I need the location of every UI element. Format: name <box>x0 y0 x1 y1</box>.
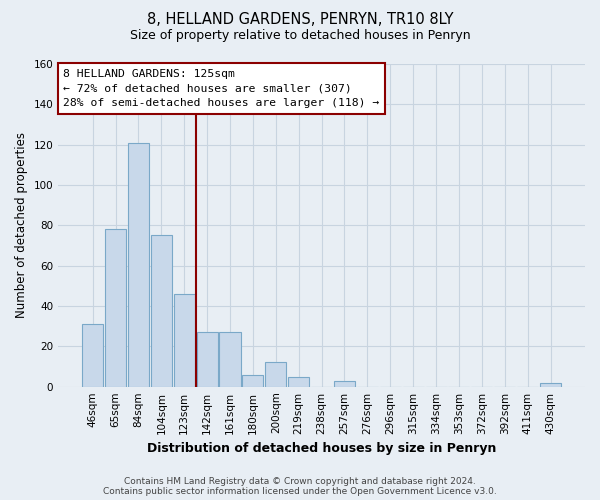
Text: 8 HELLAND GARDENS: 125sqm
← 72% of detached houses are smaller (307)
28% of semi: 8 HELLAND GARDENS: 125sqm ← 72% of detac… <box>64 69 380 108</box>
Bar <box>334 380 355 386</box>
Text: Contains HM Land Registry data © Crown copyright and database right 2024.
Contai: Contains HM Land Registry data © Crown c… <box>103 476 497 496</box>
Bar <box>220 332 241 386</box>
Bar <box>151 236 172 386</box>
Text: Size of property relative to detached houses in Penryn: Size of property relative to detached ho… <box>130 29 470 42</box>
Bar <box>82 324 103 386</box>
Bar <box>288 376 309 386</box>
Y-axis label: Number of detached properties: Number of detached properties <box>15 132 28 318</box>
Bar <box>128 142 149 386</box>
Bar <box>173 294 195 386</box>
Bar <box>197 332 218 386</box>
Bar <box>265 362 286 386</box>
X-axis label: Distribution of detached houses by size in Penryn: Distribution of detached houses by size … <box>147 442 496 455</box>
Text: 8, HELLAND GARDENS, PENRYN, TR10 8LY: 8, HELLAND GARDENS, PENRYN, TR10 8LY <box>147 12 453 28</box>
Bar <box>105 230 126 386</box>
Bar <box>242 374 263 386</box>
Bar <box>540 382 561 386</box>
